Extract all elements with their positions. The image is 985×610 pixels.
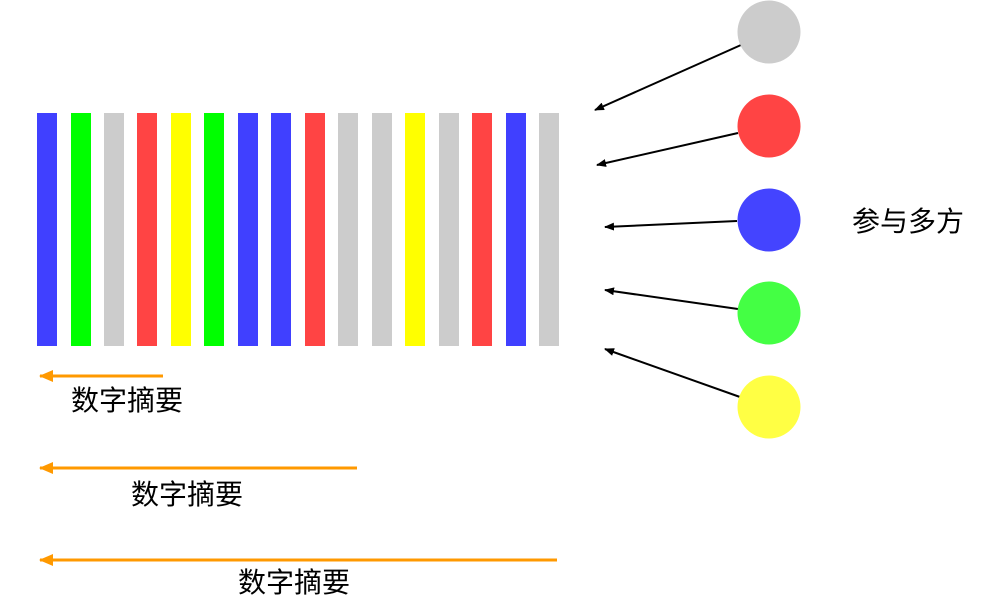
bar-gray [104,113,124,346]
bar-gray [372,113,392,346]
participants-label: 参与多方 [852,205,965,238]
participant-circle [737,94,801,158]
participant-circle [737,188,801,252]
bar-blue [506,113,526,346]
bar-gray [338,113,358,346]
bar-red [137,113,157,346]
digest-label-3: 数字摘要 [238,566,351,599]
participant-circle [737,0,801,64]
data-block-bars [37,113,559,346]
arrow-line [596,132,739,167]
participant-circle [737,375,801,439]
digest-label-1: 数字摘要 [71,384,184,417]
arrow-line [604,287,739,310]
bar-blue [37,113,57,346]
bar-gray [439,113,459,346]
participant-circle [737,281,801,345]
bar-red [305,113,325,346]
arrow-line [604,348,741,398]
bar-yellow [171,113,191,346]
bar-blue [238,113,258,346]
bar-green [71,113,91,346]
bar-red [472,113,492,346]
bar-yellow [405,113,425,346]
digest-arrows [39,370,557,566]
participant-arrows [594,44,742,398]
digest-label-2: 数字摘要 [131,478,244,511]
arrow-line [604,220,738,231]
bar-gray [539,113,559,346]
participant-circles [737,0,801,439]
bar-blue [271,113,291,346]
bar-green [204,113,224,346]
arrow-line [594,44,742,111]
